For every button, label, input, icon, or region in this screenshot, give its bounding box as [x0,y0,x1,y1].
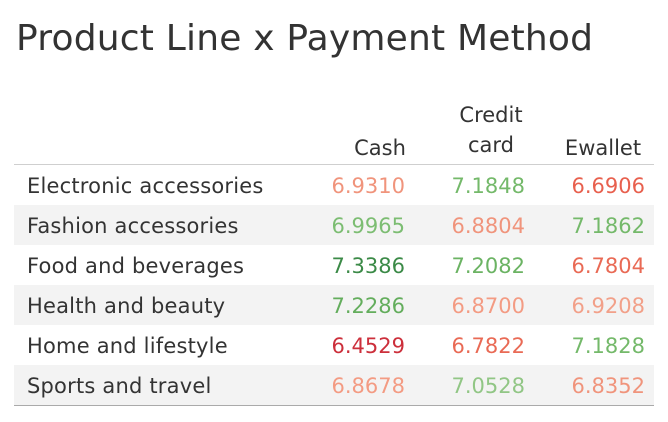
cell-credit-card[interactable]: 7.1848 [451,174,525,198]
table-row[interactable]: Food and beverages 7.3386 7.2082 6.7804 [14,245,654,285]
cell-ewallet[interactable]: 6.6906 [571,174,645,198]
column-header-ewallet-line2: Ewallet [564,136,642,160]
cell-cash[interactable]: 7.2286 [331,294,405,318]
cell-credit-card[interactable]: 7.0528 [451,374,525,398]
row-label: Health and beauty [27,294,226,318]
cell-cash[interactable]: 7.3386 [331,254,405,278]
cell-credit-card[interactable]: 6.8804 [451,214,525,238]
page-title: Product Line x Payment Method [16,18,594,59]
table-row[interactable]: Electronic accessories 6.9310 7.1848 6.6… [14,165,654,205]
column-header-ewallet: Ewallet [548,133,658,163]
row-label: Sports and travel [27,374,212,398]
column-header-credit-card: Credit card [446,100,536,160]
cell-cash[interactable]: 6.9965 [331,214,405,238]
cell-cash[interactable]: 6.9310 [331,174,405,198]
cell-credit-card[interactable]: 6.8700 [451,294,525,318]
cell-ewallet[interactable]: 6.9208 [571,294,645,318]
cell-cash[interactable]: 6.4529 [331,334,405,358]
data-table: Electronic accessories 6.9310 7.1848 6.6… [14,164,654,406]
cell-ewallet[interactable]: 7.1862 [571,214,645,238]
column-header-credit-line1: Credit [459,103,523,127]
row-label: Home and lifestyle [27,334,228,358]
column-header-cash: Cash [340,133,420,163]
cell-ewallet[interactable]: 7.1828 [571,334,645,358]
cell-cash[interactable]: 6.8678 [331,374,405,398]
row-label: Electronic accessories [27,174,264,198]
row-label: Fashion accessories [27,214,239,238]
table-row[interactable]: Health and beauty 7.2286 6.8700 6.9208 [14,285,654,325]
column-header-cash-line2: Cash [354,136,406,160]
cell-credit-card[interactable]: 7.2082 [451,254,525,278]
table-row[interactable]: Home and lifestyle 6.4529 6.7822 7.1828 [14,325,654,365]
cell-ewallet[interactable]: 6.7804 [571,254,645,278]
table-row[interactable]: Fashion accessories 6.9965 6.8804 7.1862 [14,205,654,245]
table-row[interactable]: Sports and travel 6.8678 7.0528 6.8352 [14,365,654,405]
column-header-credit-line2: card [467,133,514,157]
row-label: Food and beverages [27,254,245,278]
cell-credit-card[interactable]: 6.7822 [451,334,525,358]
cell-ewallet[interactable]: 6.8352 [571,374,645,398]
